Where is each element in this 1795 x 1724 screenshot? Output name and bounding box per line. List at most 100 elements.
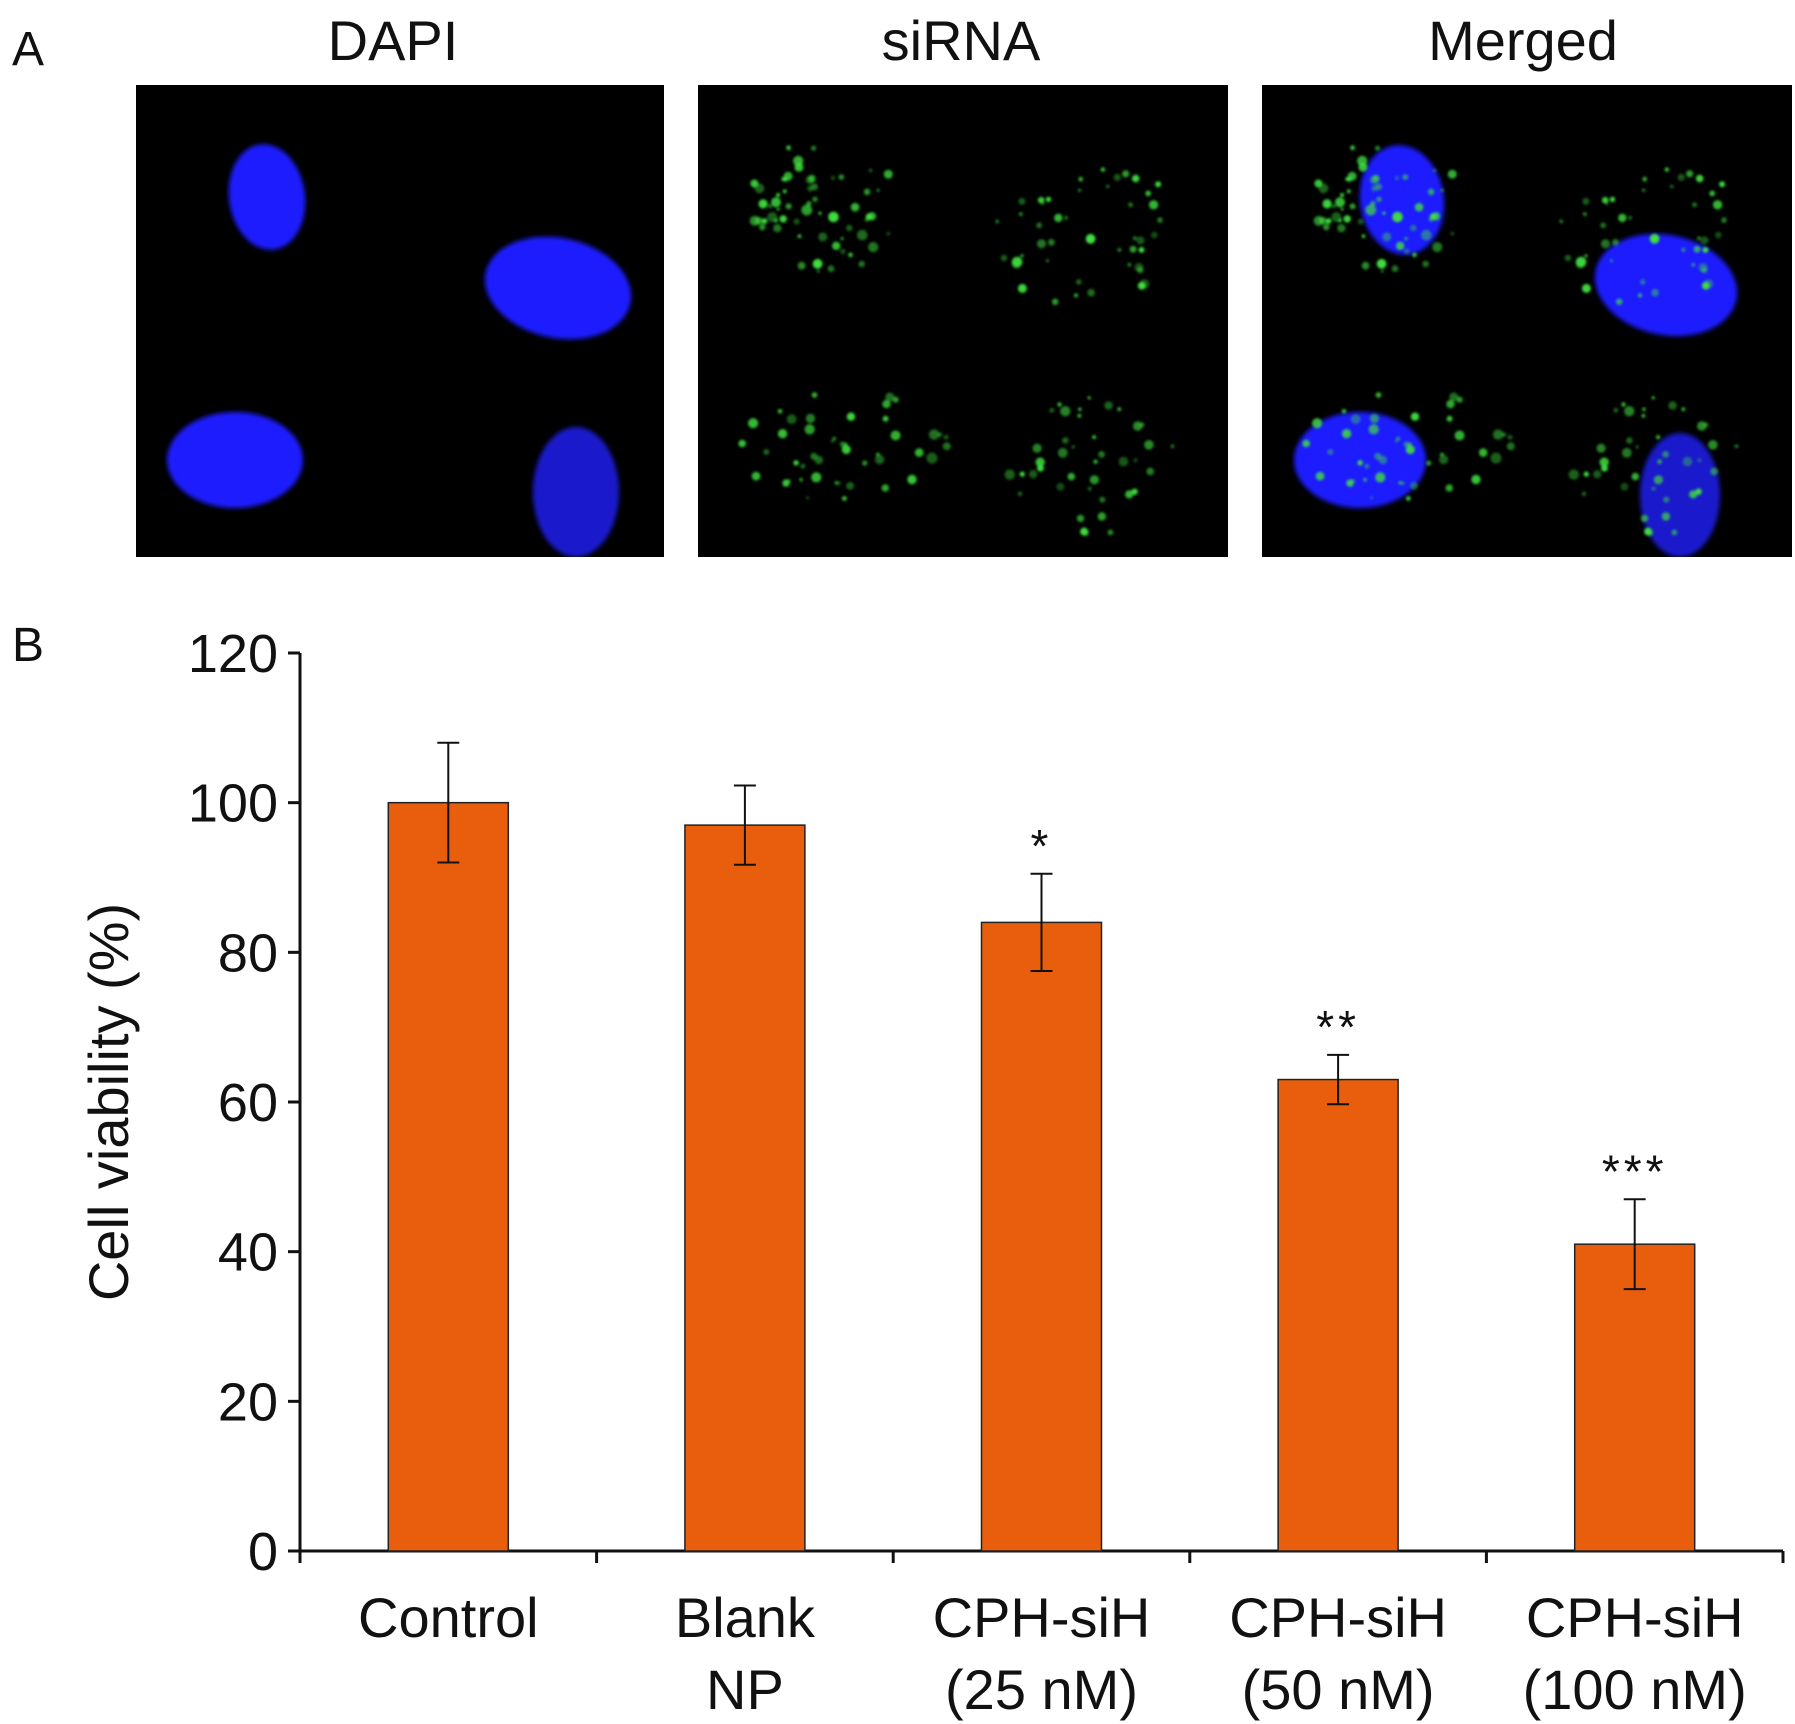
merged-punctum <box>1427 188 1435 196</box>
sirna-punctum <box>1051 298 1059 306</box>
merged-punctum <box>1337 224 1346 233</box>
merged-punctum <box>1581 491 1587 496</box>
sirna-punctum <box>1129 245 1137 253</box>
merged-punctum <box>1635 445 1639 449</box>
merged-punctum <box>1708 440 1718 450</box>
merged-punctum <box>1365 204 1377 216</box>
sirna-punctum <box>1078 176 1084 182</box>
sirna-punctum <box>801 204 813 216</box>
sirna-punctum <box>830 175 836 181</box>
merged-punctum <box>1719 181 1726 188</box>
x-tick-label: CPH-siH <box>933 1586 1151 1649</box>
merged-punctum <box>1651 486 1656 491</box>
merged-punctum <box>1327 449 1334 455</box>
sirna-punctum <box>1104 401 1113 410</box>
merged-nucleus-2 <box>1594 233 1738 337</box>
merged-punctum <box>1394 175 1400 181</box>
sirna-punctum <box>846 482 854 490</box>
sirna-punctum <box>1074 293 1078 298</box>
sirna-punctum <box>805 413 816 424</box>
significance-label: *** <box>1602 1145 1668 1197</box>
merged-punctum <box>1396 436 1401 441</box>
sirna-punctum <box>863 188 871 196</box>
merged-punctum <box>1398 481 1403 485</box>
sirna-punctum <box>1137 281 1146 290</box>
bar <box>684 824 806 1552</box>
merged-punctum <box>1689 490 1698 499</box>
y-tick-label: 80 <box>218 923 278 983</box>
merged-punctum <box>1651 288 1659 297</box>
merged-punctum <box>1312 418 1323 429</box>
merged-punctum <box>1454 430 1465 441</box>
sirna-punctum <box>882 399 891 409</box>
sirna-punctum <box>1107 529 1114 536</box>
merged-punctum <box>1601 196 1609 204</box>
sirna-punctum <box>1017 283 1027 293</box>
sirna-punctum <box>1133 421 1143 431</box>
sirna-punctum <box>1049 407 1055 413</box>
sirna-punctum <box>838 174 845 180</box>
merged-punctum <box>1350 414 1361 425</box>
sirna-punctum <box>797 261 806 270</box>
x-tick-label: NP <box>706 1658 784 1721</box>
cell-viability-chart: 0 20 40 60 80 100 120 Cell viability (%) Control… <box>77 624 1785 1721</box>
merged-punctum <box>1446 399 1455 409</box>
sirna-punctum <box>937 432 943 438</box>
merged-punctum <box>1507 434 1513 440</box>
sirna-punctum <box>1037 196 1045 204</box>
sirna-punctum <box>1098 451 1105 458</box>
sirna-punctum <box>881 484 890 492</box>
merged-punctum <box>1456 396 1463 403</box>
merged-punctum <box>1681 247 1686 252</box>
merged-punctum <box>1583 471 1589 477</box>
sirna-punctum <box>874 454 885 465</box>
sirna-punctum <box>1087 396 1091 400</box>
merged-punctum <box>1378 455 1388 465</box>
merged-punctum <box>1315 471 1325 481</box>
sirna-puncta <box>738 145 1175 537</box>
nucleus-3 <box>167 412 303 508</box>
merged-punctum <box>1575 259 1585 269</box>
sirna-punctum <box>1125 490 1134 499</box>
sirna-punctum <box>1151 231 1158 239</box>
sirna-punctum <box>882 415 889 422</box>
merged-punctum <box>1325 218 1332 225</box>
sirna-punctum <box>1017 491 1023 496</box>
sirna-punctum <box>771 197 781 208</box>
sirna-punctum <box>1134 263 1144 272</box>
merged-punctum <box>1599 457 1609 467</box>
merged-punctum <box>1375 145 1381 151</box>
sirna-punctum <box>797 234 802 238</box>
merged-punctum <box>1701 281 1710 290</box>
x-tick-label: (50 nM) <box>1242 1658 1435 1721</box>
sirna-punctum <box>843 442 848 447</box>
sirna-punctum <box>1132 236 1137 241</box>
sirna-punctum <box>812 258 823 269</box>
merged-punctum <box>1702 247 1709 253</box>
merged-punctum <box>1331 204 1336 209</box>
merged-nucleus-3 <box>1294 412 1426 508</box>
merged-punctum <box>1695 174 1704 183</box>
merged-punctum <box>1640 279 1646 285</box>
sirna-punctum <box>841 445 851 455</box>
merged-micrograph <box>1262 85 1792 557</box>
merged-punctum <box>1404 237 1408 241</box>
bar <box>387 801 510 1552</box>
sirna-punctum <box>1117 247 1122 252</box>
sirna-punctum <box>865 213 873 221</box>
sirna-punctum <box>1077 413 1082 418</box>
dapi-title: DAPI <box>327 9 459 72</box>
merged-punctum <box>1412 252 1417 258</box>
merged-punctum <box>1613 407 1619 413</box>
y-axis-label: Cell viability (%) <box>77 903 140 1301</box>
merged-punctum <box>1382 211 1386 215</box>
sirna-punctum <box>763 449 770 455</box>
merged-punctum <box>1392 211 1403 223</box>
merged-punctum <box>1628 215 1632 220</box>
y-tick-label: 60 <box>218 1073 278 1133</box>
merged-punctum <box>1405 445 1415 455</box>
merged-punctum <box>1638 293 1642 298</box>
sirna-punctum <box>1057 447 1068 458</box>
merged-punctum <box>1402 174 1409 180</box>
merged-punctum <box>1696 236 1701 241</box>
